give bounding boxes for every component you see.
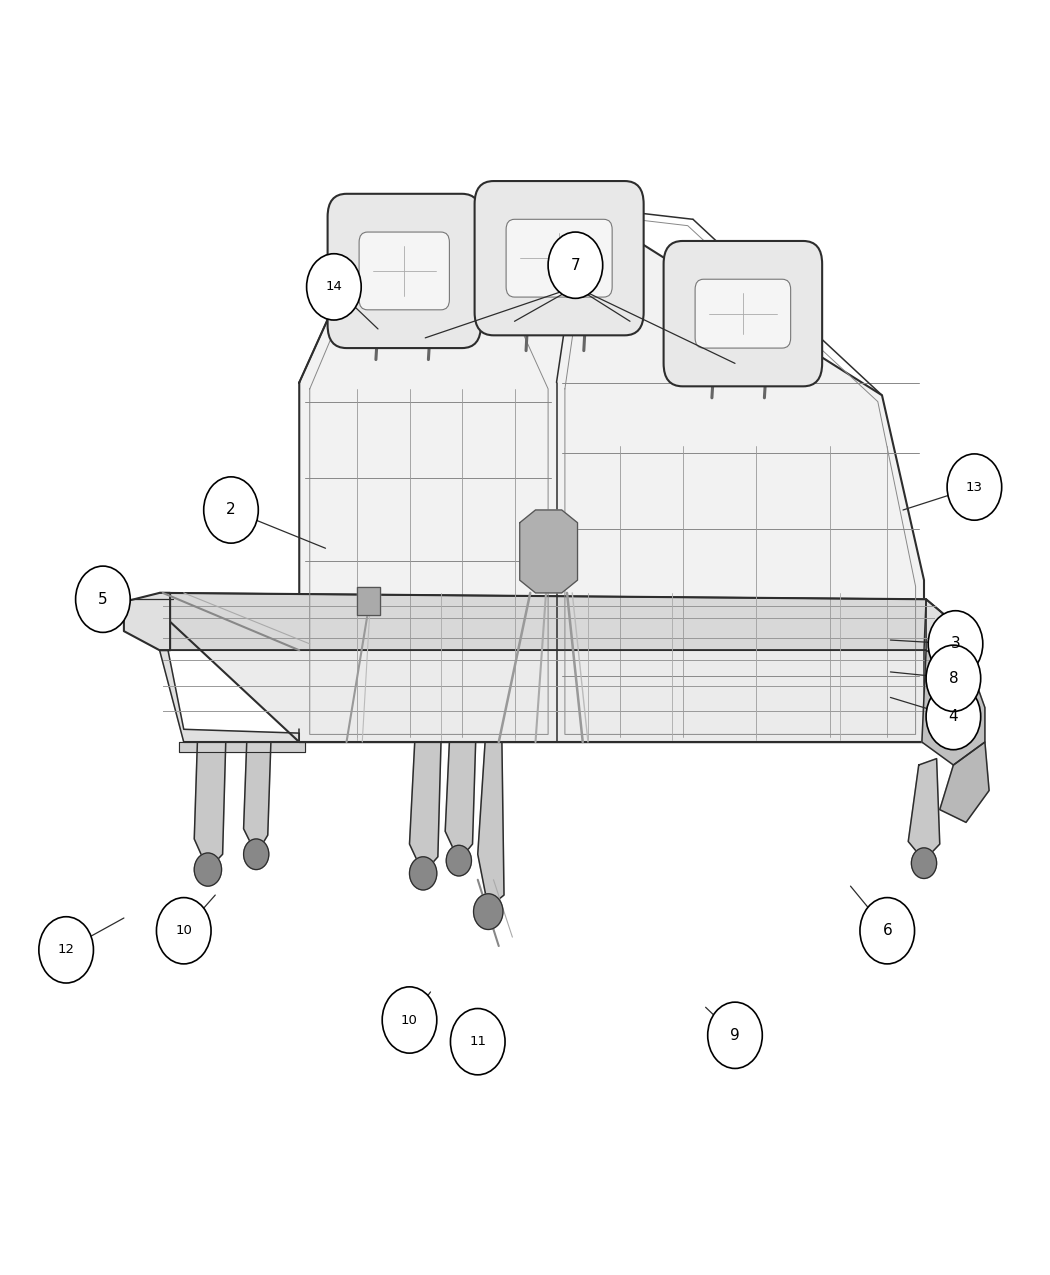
Circle shape <box>474 894 503 929</box>
Polygon shape <box>924 599 974 742</box>
Polygon shape <box>124 593 170 650</box>
Text: 5: 5 <box>98 592 108 607</box>
Text: 4: 4 <box>948 709 959 724</box>
Polygon shape <box>940 742 989 822</box>
Polygon shape <box>922 650 985 765</box>
Circle shape <box>548 232 603 298</box>
Circle shape <box>708 1002 762 1068</box>
Text: 2: 2 <box>226 502 236 518</box>
Circle shape <box>307 254 361 320</box>
Polygon shape <box>160 593 299 742</box>
Circle shape <box>450 1009 505 1075</box>
Circle shape <box>947 454 1002 520</box>
Circle shape <box>156 898 211 964</box>
Text: 13: 13 <box>966 481 983 493</box>
Polygon shape <box>244 742 271 854</box>
Text: 10: 10 <box>175 924 192 937</box>
Polygon shape <box>160 593 974 742</box>
Text: 7: 7 <box>570 258 581 273</box>
FancyBboxPatch shape <box>664 241 822 386</box>
Text: 14: 14 <box>326 280 342 293</box>
Text: 8: 8 <box>948 671 959 686</box>
Text: 9: 9 <box>730 1028 740 1043</box>
Circle shape <box>410 857 437 890</box>
Polygon shape <box>410 742 441 873</box>
FancyBboxPatch shape <box>695 279 791 348</box>
Circle shape <box>928 611 983 677</box>
Polygon shape <box>194 742 226 870</box>
Circle shape <box>446 845 471 876</box>
FancyBboxPatch shape <box>328 194 481 348</box>
Circle shape <box>382 987 437 1053</box>
Circle shape <box>244 839 269 870</box>
Polygon shape <box>445 742 476 861</box>
FancyBboxPatch shape <box>475 181 644 335</box>
Circle shape <box>194 853 222 886</box>
Polygon shape <box>357 586 380 615</box>
Polygon shape <box>908 759 940 861</box>
Polygon shape <box>478 742 504 908</box>
Polygon shape <box>178 742 304 752</box>
Polygon shape <box>160 593 926 650</box>
Circle shape <box>39 917 93 983</box>
Text: 3: 3 <box>950 636 961 652</box>
Polygon shape <box>299 204 924 742</box>
Circle shape <box>926 683 981 750</box>
Polygon shape <box>520 510 578 593</box>
Text: 12: 12 <box>58 944 75 956</box>
Text: 10: 10 <box>401 1014 418 1026</box>
FancyBboxPatch shape <box>359 232 449 310</box>
Circle shape <box>911 848 937 878</box>
Circle shape <box>860 898 915 964</box>
Circle shape <box>76 566 130 632</box>
Text: 6: 6 <box>882 923 892 938</box>
Text: 11: 11 <box>469 1035 486 1048</box>
Circle shape <box>204 477 258 543</box>
Circle shape <box>926 645 981 711</box>
FancyBboxPatch shape <box>506 219 612 297</box>
